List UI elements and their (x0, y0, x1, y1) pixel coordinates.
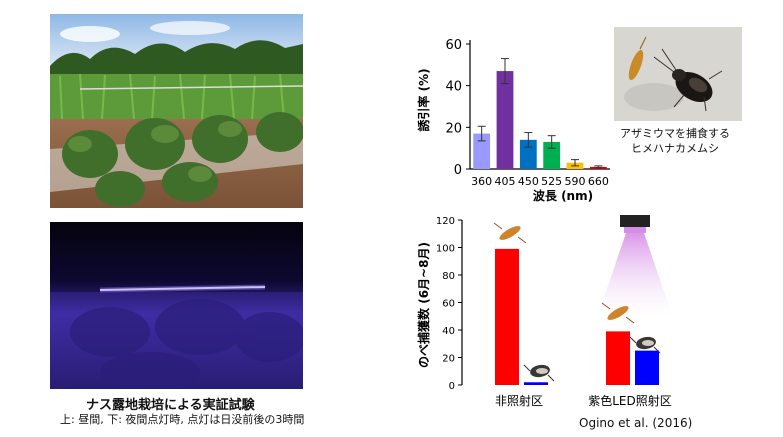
chart1-y-tick-label: 60 (445, 38, 462, 53)
chart2-bar (635, 350, 659, 385)
chart2-bar (606, 331, 630, 385)
insect-photo (614, 27, 742, 121)
chart1-ylabel: 誘引率 (%) (416, 68, 431, 131)
chart2-x-tick-label: 紫色LED照射区 (588, 393, 672, 408)
chart2-y-tick-label: 0 (449, 381, 455, 392)
citation: Ogino et al. (2016) (579, 416, 693, 430)
thrips-icon (601, 302, 635, 324)
predator-bug-icon (629, 336, 661, 354)
wavelength-chart: 0 20 40 60 360 405 450 525 590 660 誘引率 (%) 波長 (nm… (416, 38, 610, 203)
chart1-xlabel: 波長 (nm) (533, 188, 593, 203)
chart1-y-tick-label: 20 (445, 121, 462, 136)
led-lamp-icon (620, 215, 650, 227)
chart2-y-tick-label: 40 (442, 326, 455, 337)
chart1-x-tick-label: 450 (518, 175, 539, 188)
chart2-y-tick-label: 100 (436, 244, 455, 255)
chart1-bar (543, 141, 561, 169)
insect-caption-line1: アザミウマを捕食する (620, 127, 730, 140)
chart1-bar (496, 71, 514, 169)
chart1-x-tick-label: 525 (541, 175, 562, 188)
chart1-x-tick-label: 660 (588, 175, 609, 188)
thrips-icon (493, 222, 527, 244)
chart1-x-tick-label: 590 (565, 175, 586, 188)
predator-bug-icon (523, 364, 555, 382)
chart2-x-tick-label: 非照射区 (495, 393, 543, 408)
chart1-bar (519, 139, 537, 169)
night-field-photo (50, 222, 303, 389)
chart1-x-tick-label: 405 (495, 175, 516, 188)
chart1-y-tick-label: 40 (445, 80, 462, 95)
chart1-bar (473, 133, 491, 169)
chart2-y-tick-label: 60 (442, 299, 455, 310)
daytime-field-photo (50, 14, 303, 208)
chart2-ylabel: のべ捕獲数 (6月~8月) (416, 242, 431, 368)
chart1-y-tick-label: 0 (454, 163, 462, 178)
insect-caption-line2: ヒメハナカメムシ (631, 142, 719, 155)
chart2-y-tick-label: 120 (436, 216, 455, 227)
chart2-y-tick-label: 80 (442, 271, 455, 282)
chart2-bar (495, 248, 519, 385)
chart2-bar (524, 382, 548, 385)
chart2-y-tick-label: 20 (442, 354, 455, 365)
caption-title: ナス露地栽培による実証試験 (86, 398, 255, 413)
caption-subtitle: 上: 昼間, 下: 夜間点灯時, 点灯は日没前後の3時間 (60, 413, 305, 426)
chart1-x-tick-label: 360 (471, 175, 492, 188)
catch-chart: 0 20 40 60 80 100 120 非照射区 紫色LED照射区 のべ捕獲数 (6月~8月… (416, 215, 672, 408)
led-beam (598, 233, 672, 315)
